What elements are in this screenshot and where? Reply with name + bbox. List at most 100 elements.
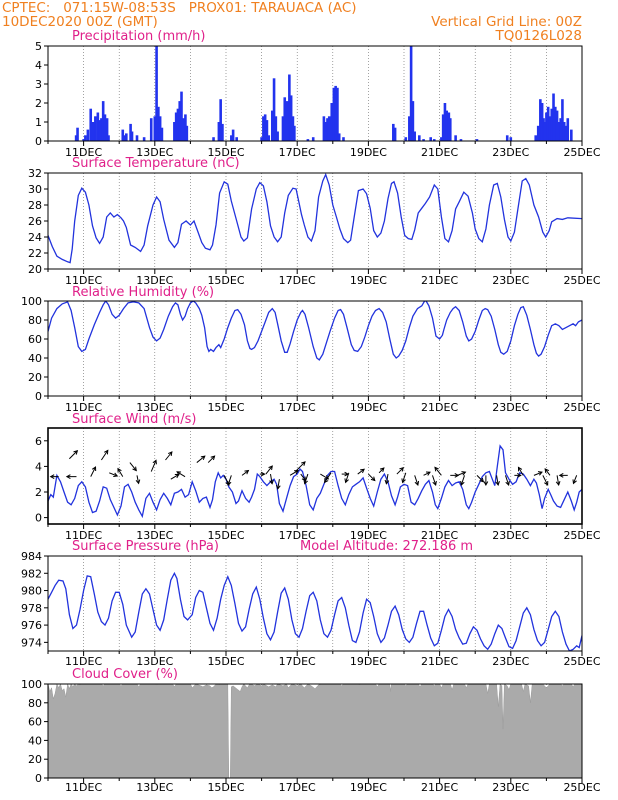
precip-bar: [174, 112, 178, 141]
x-tick-label: 21DEC: [421, 146, 458, 159]
precip-bar: [552, 93, 555, 141]
y-tick-label: 1: [35, 116, 42, 129]
precip-bar: [447, 112, 451, 141]
precip-bar: [123, 135, 126, 141]
precip-bar: [235, 137, 238, 141]
precip-bar: [509, 137, 513, 141]
precip-bar: [564, 125, 568, 141]
wind-vector: [542, 475, 549, 486]
precip-bar: [125, 133, 128, 141]
pressure-frame: [47, 555, 583, 652]
y-tick-label: 80: [28, 314, 42, 327]
precip-bar: [336, 87, 339, 141]
precip-bar: [230, 135, 233, 141]
precip-bar: [448, 118, 452, 141]
precip-bar: [265, 120, 269, 141]
humidity-data: [48, 301, 582, 361]
wind-vector: [109, 472, 119, 477]
wind-vector: [259, 471, 266, 477]
wind-vector: [241, 469, 250, 476]
y-tick-label: 20: [28, 371, 42, 384]
y-tick-label: 0: [35, 512, 42, 525]
wind-vector: [207, 455, 216, 463]
wind-vector: [423, 471, 431, 476]
x-tick-label: 17DEC: [279, 655, 316, 668]
x-tick-label: 23DEC: [492, 146, 529, 159]
precip-bar: [570, 129, 573, 141]
precip-bar: [334, 85, 337, 141]
wind-vector: [176, 471, 186, 478]
wind-vector: [265, 465, 273, 475]
precip-bar: [289, 95, 293, 141]
y-tick-label: 60: [28, 333, 42, 346]
x-tick-label: 13DEC: [136, 274, 173, 287]
precip-bar: [505, 135, 509, 141]
y-tick-label: 28: [28, 199, 42, 212]
wind-vector: [504, 475, 510, 486]
y-tick-label: 974: [21, 636, 42, 649]
precip-panel: Precipitation (mm/h) 0 1 2 3 4 5 11DEC 13DEC 15DE…: [35, 29, 601, 159]
precip-bar: [475, 139, 479, 141]
wind-vector: [544, 468, 551, 476]
precip-bar: [221, 123, 224, 141]
x-tick-label: 21DEC: [421, 529, 458, 542]
wind-line: [48, 444, 582, 519]
wind-vector: [396, 466, 405, 475]
wind-vector: [533, 471, 543, 476]
y-tick-label: 100: [21, 678, 42, 691]
precip-bar: [185, 125, 189, 141]
precip-bar: [272, 78, 276, 141]
y-tick-label: 5: [35, 40, 42, 53]
precip-bar: [330, 103, 334, 141]
x-tick-label: 11DEC: [65, 401, 102, 414]
humidity-title: Relative Humidity (%): [72, 285, 214, 300]
x-tick-label: 23DEC: [492, 274, 529, 287]
wind-vector: [341, 471, 350, 477]
precip-bar: [103, 114, 107, 141]
x-tick-label: 13DEC: [136, 655, 173, 668]
wind-vector: [100, 449, 109, 461]
temperature-data: [48, 173, 582, 264]
wind-vector: [450, 473, 460, 478]
precip-bar: [548, 116, 552, 141]
precip-bar: [91, 122, 95, 141]
y-tick-label: 20: [28, 753, 42, 766]
precip-bar: [459, 139, 463, 141]
wind-vector: [517, 466, 524, 476]
x-tick-label: 11DEC: [65, 529, 102, 542]
x-tick-label: 13DEC: [136, 781, 173, 794]
precip-bar: [74, 135, 78, 141]
x-tick-label: 13DEC: [136, 146, 173, 159]
precip-bar: [432, 139, 436, 141]
precip-bar: [327, 116, 331, 141]
cloud-area: [48, 684, 582, 778]
precip-bar: [130, 131, 134, 141]
precip-bar: [98, 120, 101, 141]
pressure-data: [48, 571, 582, 651]
y-tick-label: 80: [28, 697, 42, 710]
precip-bar: [342, 137, 345, 141]
precip-frame: [47, 45, 583, 142]
wind-vector: [401, 472, 407, 484]
precip-bar: [441, 114, 445, 141]
x-tick-label: 17DEC: [279, 146, 316, 159]
wind-vector: [65, 474, 77, 479]
x-tick-label: 15DEC: [207, 401, 244, 414]
precip-bar: [267, 135, 271, 141]
x-tick-label: 25DEC: [563, 274, 600, 287]
y-tick-label: 0: [35, 772, 42, 785]
precip-bar: [157, 106, 160, 141]
wind-vector: [303, 473, 309, 485]
wind-vector: [90, 466, 97, 477]
y-tick-label: 40: [28, 352, 42, 365]
precip-bar: [178, 101, 182, 141]
wind-vector: [368, 473, 376, 482]
header-grid-note: Vertical Grid Line: 00Z: [431, 14, 582, 30]
precip-bar: [94, 116, 97, 141]
precip-bar: [291, 116, 295, 141]
precip-bar: [562, 122, 566, 141]
precip-bar: [324, 122, 327, 141]
y-tick-label: 6: [35, 435, 42, 448]
wind-vector: [150, 459, 157, 472]
